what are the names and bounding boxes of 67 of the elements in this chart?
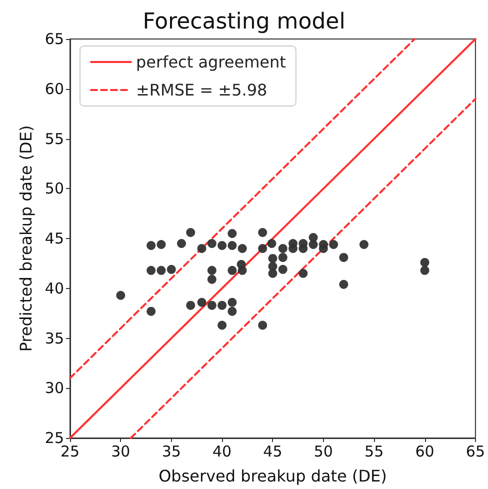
point: [238, 266, 247, 275]
x-tick-label: 35: [162, 442, 181, 460]
x-tick-label: 55: [364, 442, 384, 460]
point: [156, 266, 166, 275]
point: [268, 254, 278, 263]
x-axis-title: Observed breakup date (DE): [158, 466, 387, 486]
legend-label: ±RMSE = ±5.98: [136, 80, 268, 100]
point: [228, 306, 237, 316]
point: [258, 228, 268, 238]
point: [258, 244, 268, 253]
point: [228, 229, 237, 238]
point: [177, 238, 186, 248]
x-tick-label: 30: [111, 442, 130, 460]
point: [308, 240, 318, 249]
point: [258, 320, 268, 330]
point: [228, 266, 237, 275]
point: [116, 290, 126, 300]
x-tick-label: 45: [263, 442, 282, 460]
x-tick-label: 60: [415, 442, 434, 460]
y-tick-label: 45: [44, 230, 64, 248]
y-tick-label: 30: [44, 379, 64, 398]
y-axis-title: Predicted breakup date (DE): [16, 125, 36, 352]
point: [339, 280, 348, 289]
point: [207, 238, 216, 248]
point: [207, 274, 216, 284]
x-tick-label: 65: [466, 442, 486, 460]
point: [146, 306, 156, 316]
point: [238, 244, 247, 253]
point: [278, 252, 288, 262]
point: [228, 298, 237, 307]
point: [288, 244, 298, 253]
point: [218, 300, 227, 310]
point: [207, 266, 216, 275]
point: [278, 244, 288, 253]
point: [207, 300, 216, 310]
point: [218, 240, 227, 250]
y-tick-label: 50: [44, 180, 64, 198]
point: [420, 258, 430, 267]
point: [318, 244, 328, 253]
point: [218, 320, 227, 330]
point: [298, 244, 308, 253]
x-tick-label: 40: [212, 442, 232, 460]
point: [186, 300, 196, 310]
point: [329, 240, 338, 249]
point: [420, 266, 430, 275]
chart-title: Forecasting model: [142, 10, 346, 34]
x-tick-label: 50: [314, 442, 333, 460]
point: [156, 240, 166, 249]
point: [197, 298, 206, 307]
y-tick-label: 60: [44, 80, 64, 98]
point: [166, 264, 176, 274]
legend-label: perfect agreement: [136, 52, 286, 72]
point: [267, 238, 276, 248]
point: [298, 268, 308, 278]
point: [268, 268, 278, 278]
point: [228, 240, 237, 250]
y-tick-label: 35: [44, 329, 64, 348]
point: [278, 264, 288, 274]
y-tick-label: 65: [44, 30, 64, 48]
point: [339, 252, 348, 262]
point: [186, 228, 196, 238]
point: [197, 244, 206, 253]
y-tick-label: 40: [44, 279, 64, 298]
point: [146, 240, 156, 250]
y-tick-label: 55: [44, 130, 64, 148]
point: [146, 266, 156, 275]
point: [359, 240, 368, 249]
